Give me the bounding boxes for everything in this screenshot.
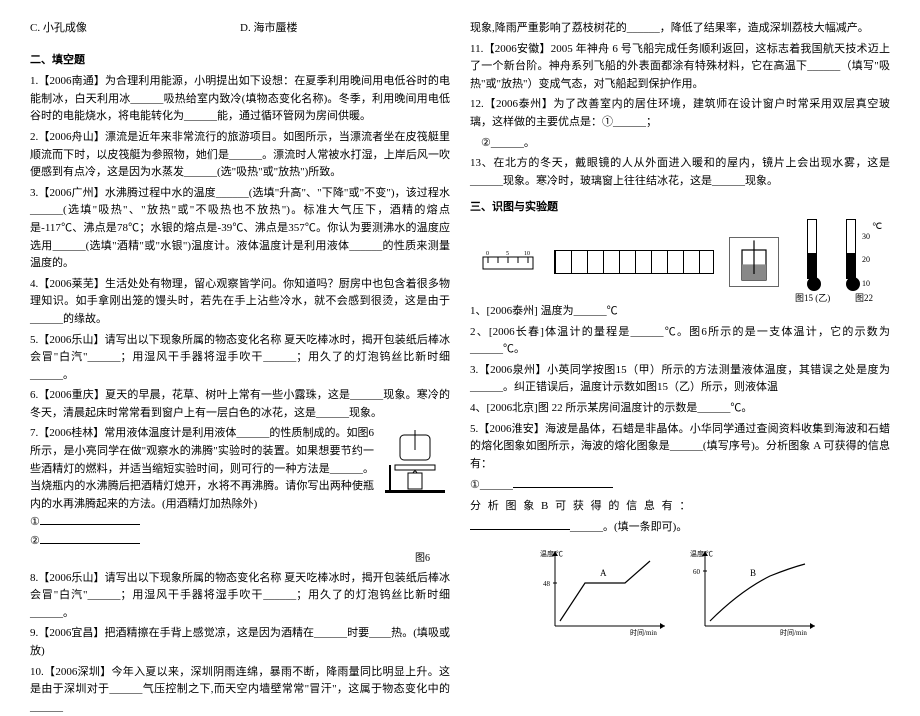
- graph-row: 温度/℃ 时间/min 48 A 温度/℃ 时间/min 60 B: [470, 546, 890, 636]
- q7-blank-2: ②: [30, 532, 450, 551]
- section-2-title: 二、填空题: [30, 52, 450, 70]
- question-1: 1.【2006南通】为合理利用能源，小明提出如下设想：在夏季利用晚间用电低谷时的…: [30, 73, 450, 126]
- question-b5: 5.【2006淮安】海波是晶体，石蜡是非晶体。小华同学通过查阅资料收集到海波和石…: [470, 421, 890, 474]
- figure-row: 0510 图15 (乙): [470, 227, 890, 297]
- graph-b: 温度/℃ 时间/min 60 B: [690, 546, 820, 636]
- q7-blank-1: ①: [30, 513, 450, 532]
- figure-6-label: 图6: [30, 551, 430, 567]
- ruler-small-icon: 0 5 10: [478, 247, 538, 277]
- svg-text:5: 5: [506, 251, 509, 257]
- blank-line: [470, 518, 570, 530]
- question-13: 13、在北方的冬天，戴眼镜的人从外面进入暖和的屋内，镜片上会出现水雾，这是___…: [470, 155, 890, 190]
- right-column: 现象,降雨严重影响了荔枝树花的______，降低了结果率，造成深圳荔枝大幅减产。…: [470, 20, 890, 630]
- ruler-figure: 0 5 10: [478, 247, 538, 277]
- graph-ylabel-b: 温度/℃: [690, 549, 713, 558]
- question-b1: 1、[2006泰州] 温度为______℃: [470, 303, 890, 321]
- figure-6: [380, 425, 450, 495]
- question-b4: 4、[2006北京]图 22 所示某房间温度计的示数是______℃。: [470, 400, 890, 418]
- question-5: 5.【2006乐山】请写出以下现象所属的物态变化名称 夏天吃棒冰时，揭开包装纸后…: [30, 332, 450, 385]
- graph-xlabel: 时间/min: [630, 628, 657, 636]
- thermometer-figure-15: 图15 (乙): [795, 219, 830, 305]
- thermometer-figure-22: 30 20 10 ℃ 图22: [846, 219, 882, 305]
- ruler-figure-2: [554, 250, 714, 274]
- question-9: 9.【2006宜昌】把酒精擦在手背上感觉凉，这是因为酒精在______时要___…: [30, 625, 450, 660]
- thermometer-bulb-2: [846, 277, 860, 291]
- graph-a: 温度/℃ 时间/min 48 A: [540, 546, 670, 636]
- option-c: C. 小孔成像: [30, 20, 240, 38]
- thermometer-bulb: [807, 277, 821, 291]
- question-b3: 3.【2006泉州】小英同学按图15（甲）所示的方法测量液体温度，其错误之处是度…: [470, 362, 890, 397]
- question-7-text: 7.【2006桂林】常用液体温度计是利用液体______的性质制成的。如图6所示…: [30, 427, 374, 509]
- apparatus-icon: [380, 425, 450, 495]
- graph-xlabel-b: 时间/min: [780, 628, 807, 636]
- beaker-figure: [729, 237, 779, 287]
- thermometer-body: [807, 219, 817, 279]
- question-4: 4.【2006莱芜】生活处处有物理，留心观察皆学问。你知道吗？厨房中也包含着很多…: [30, 276, 450, 329]
- blank-line: [513, 476, 613, 488]
- question-b2: 2、[2006长春]体温计的量程是______℃。图6所示的是一支体温计，它的示…: [470, 324, 890, 359]
- section-3-title: 三、识图与实验题: [470, 199, 890, 217]
- svg-text:48: 48: [543, 580, 551, 588]
- question-3: 3.【2006广州】水沸腾过程中水的温度______(选填"升高"、"下降"或"…: [30, 185, 450, 273]
- question-10-cont: 现象,降雨严重影响了荔枝树花的______，降低了结果率，造成深圳荔枝大幅减产。: [470, 20, 890, 38]
- left-column: C. 小孔成像 D. 海市蜃楼 二、填空题 1.【2006南通】为合理利用能源，…: [30, 20, 450, 630]
- question-8: 8.【2006乐山】请写出以下现象所属的物态变化名称 夏天吃棒冰时，揭开包装纸后…: [30, 570, 450, 623]
- options-row: C. 小孔成像 D. 海市蜃楼: [30, 20, 450, 38]
- question-7: 7.【2006桂林】常用液体温度计是利用液体______的性质制成的。如图6所示…: [30, 425, 450, 566]
- thermo-unit: ℃: [872, 219, 882, 233]
- thermo-scale-right: 30 20 10: [862, 231, 870, 291]
- question-6: 6.【2006重庆】夏天的早晨，花草、树叶上常有一些小露珠，这是______现象…: [30, 387, 450, 422]
- question-12-line2: ②______。: [470, 135, 890, 153]
- q5b-blank1-row: ①______: [470, 476, 890, 495]
- graph-ylabel: 温度/℃: [540, 549, 563, 558]
- svg-text:10: 10: [524, 251, 530, 257]
- svg-text:0: 0: [486, 251, 489, 257]
- q5b-blank2-row: ______。(填一条即可)。: [470, 518, 890, 537]
- graph-b-mark: B: [750, 568, 756, 578]
- question-12: 12.【2006泰州】为了改善室内的居住环境，建筑师在设计窗户时常采用双层真空玻…: [470, 96, 890, 131]
- svg-text:60: 60: [693, 568, 701, 576]
- graph-a-mark: A: [600, 568, 607, 578]
- beaker-icon: [730, 238, 778, 286]
- question-11: 11.【2006安徽】2005 年神舟 6 号飞船完成任务顺利返回，这标志着我国…: [470, 41, 890, 94]
- ruler-body: [554, 250, 714, 274]
- question-2: 2.【2006舟山】漂流是近年来非常流行的旅游项目。如图所示，当漂流者坐在皮筏艇…: [30, 129, 450, 182]
- thermometer-body-2: [846, 219, 856, 279]
- q5b-part1: 5.【2006淮安】海波是晶体，石蜡是非晶体。小华同学通过查阅资料收集到海波和石…: [470, 423, 890, 470]
- blank-line: [40, 532, 140, 544]
- option-d: D. 海市蜃楼: [240, 20, 450, 38]
- blank-line: [40, 513, 140, 525]
- question-10: 10.【2006深圳】今年入夏以来，深圳阴雨连绵，暴雨不断，降雨量同比明显上升。…: [30, 664, 450, 716]
- q5b-mid: 分 析 图 象 B 可 获 得 的 信 息 有 ：: [470, 498, 890, 516]
